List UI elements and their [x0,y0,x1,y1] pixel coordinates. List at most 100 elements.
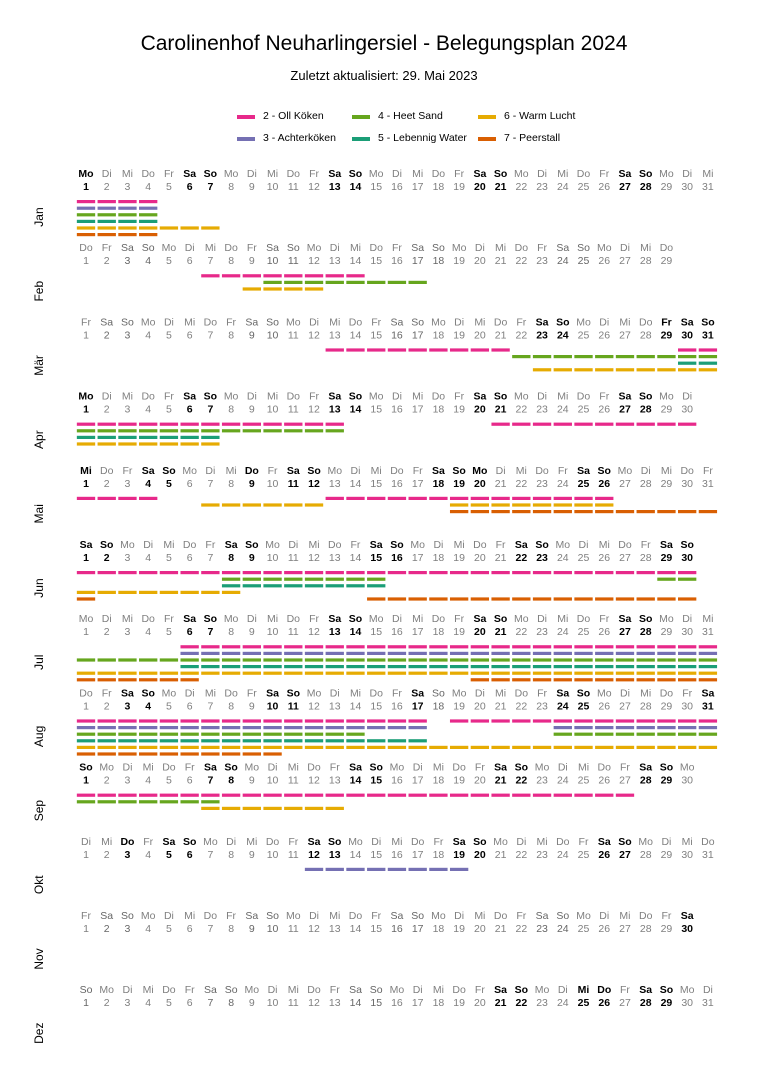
weekday-label: Mo [265,539,280,551]
day-number: 19 [453,404,465,416]
day-number: 30 [681,700,693,712]
day-number: 26 [598,181,610,193]
weekday-label: Sa [494,762,507,774]
day-number: 18 [433,700,445,712]
day-number: 5 [166,923,172,935]
weekday-label: Do [432,168,446,180]
weekday-label: So [432,242,445,254]
weekday-label: Sa [349,984,362,996]
occupancy-bar [553,645,572,649]
day-number: 28 [640,849,652,861]
weekday-label: So [266,316,279,328]
day-number: 13 [329,478,341,490]
weekday-label: Do [224,242,238,254]
occupancy-bar [532,678,552,682]
occupancy-bar [408,665,427,669]
occupancy-bar [636,658,655,662]
weekday-label: Mi [474,316,485,328]
weekday-label: Di [330,242,340,254]
weekday-label: Mo [514,168,529,180]
weekday-label: Do [556,836,570,848]
occupancy-bar [387,745,407,749]
day-number: 7 [207,849,213,861]
day-number: 2 [104,849,110,861]
day-number: 2 [104,404,110,416]
weekday-label: Di [516,836,526,848]
weekday-label: Fr [81,316,91,328]
weekday-label: Fr [599,391,609,403]
occupancy-bar [574,368,593,372]
weekday-label: Sa [204,762,217,774]
occupancy-bar [221,719,241,723]
weekday-label: Fr [703,465,713,477]
occupancy-bar [491,651,510,655]
weekday-label: Sa [245,316,258,328]
occupancy-bar [76,219,96,223]
occupancy-bar [429,671,448,675]
occupancy-bar [139,429,158,433]
occupancy-bar [304,584,324,588]
occupancy-bar [698,719,718,723]
occupancy-bar [242,503,261,507]
day-number: 15 [370,404,382,416]
weekday-label: So [535,539,548,551]
occupancy-bar [595,368,614,372]
day-number: 29 [661,181,673,193]
occupancy-bar [118,200,137,204]
occupancy-bar [118,233,137,237]
occupancy-bar [657,510,676,514]
occupancy-bar [491,665,510,669]
occupancy-bar [97,219,116,223]
day-number: 8 [228,552,234,564]
weekday-label: Sa [266,687,279,699]
day-number: 20 [474,775,486,787]
day-number: 1 [83,700,89,712]
weekday-label: Fr [599,613,609,625]
occupancy-bar [97,496,116,500]
day-number: 1 [83,775,89,787]
weekday-label: Mo [120,539,135,551]
occupancy-bar [201,422,220,426]
day-number: 14 [350,923,362,935]
occupancy-bar [221,429,241,433]
weekday-label: Mi [329,910,340,922]
occupancy-bar [118,739,137,743]
weekday-label: Di [413,984,423,996]
weekday-label: So [452,465,465,477]
day-number: 6 [187,404,193,416]
occupancy-bar [325,348,344,352]
day-number: 8 [228,849,234,861]
occupancy-bar [242,739,261,743]
occupancy-bar [221,806,241,810]
weekday-label: Do [245,465,259,477]
occupancy-bar [367,739,386,743]
occupancy-bar [367,671,386,675]
day-number: 19 [453,478,465,490]
occupancy-bar [221,571,241,575]
occupancy-bar [532,496,552,500]
occupancy-bar [574,658,593,662]
weekday-label: Do [432,613,446,625]
day-number: 14 [350,404,362,416]
weekday-label: Mo [535,984,550,996]
day-number: 27 [619,404,631,416]
day-number: 16 [391,552,403,564]
weekday-label: Mo [307,687,322,699]
weekday-label: Di [330,687,340,699]
day-number: 15 [370,478,382,490]
day-number: 3 [125,626,131,638]
weekday-label: Mo [680,984,695,996]
occupancy-bar [221,651,241,655]
weekday-label: Mo [597,687,612,699]
occupancy-bar [678,368,697,372]
occupancy-bar [242,658,261,662]
day-number: 17 [412,255,424,267]
occupancy-bar [346,745,365,749]
day-number: 21 [495,997,507,1009]
day-number: 12 [308,849,320,861]
day-number: 23 [536,552,548,564]
occupancy-bar [387,665,407,669]
occupancy-bar [139,752,158,756]
day-number: 27 [619,849,631,861]
day-number: 14 [350,775,362,787]
